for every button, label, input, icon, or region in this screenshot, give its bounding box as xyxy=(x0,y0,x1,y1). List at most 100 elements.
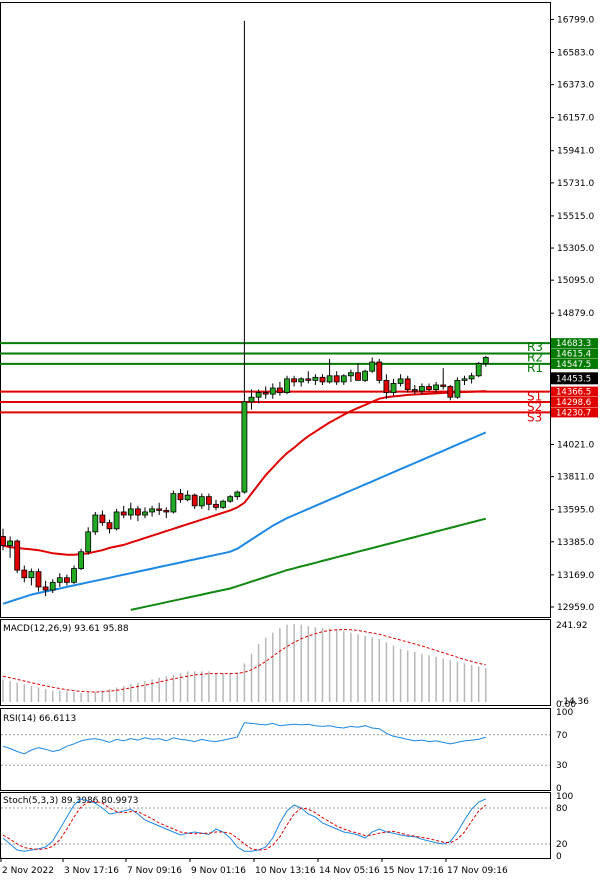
candle-body xyxy=(113,511,120,530)
candle xyxy=(241,20,248,494)
candle xyxy=(64,574,70,586)
candle xyxy=(461,375,468,385)
time-label: 7 Nov 09:16 xyxy=(127,866,182,876)
price-tick-label: 15515.0 xyxy=(557,212,594,222)
candle-body xyxy=(28,571,35,579)
price-tick-label: 15095.0 xyxy=(557,276,594,286)
candle-body xyxy=(426,386,432,390)
candle-body xyxy=(205,496,212,505)
candle-body xyxy=(433,384,440,390)
candle xyxy=(163,507,170,519)
candle xyxy=(227,495,234,503)
price-tick-label: 14879.0 xyxy=(557,309,594,319)
candle xyxy=(191,493,198,509)
rsi-panel[interactable]: RSI(14) 66.6113 100 70 30 0 xyxy=(0,708,574,794)
candle-body xyxy=(312,376,319,381)
candle xyxy=(475,362,482,378)
rsi-level-label: 0 xyxy=(556,784,562,794)
time-axis: 2 Nov 2022 3 Nov 17:16 7 Nov 09:16 9 Nov 01… xyxy=(0,858,508,876)
stoch-level-label: 100 xyxy=(556,792,573,802)
price-tick-label: 13169.0 xyxy=(557,571,594,581)
candle xyxy=(426,383,432,392)
candle xyxy=(276,381,283,396)
time-label: 10 Nov 13:16 xyxy=(255,866,316,876)
candle xyxy=(28,568,35,586)
price-panel[interactable]: 16799.0 16583.0 16373.0 16157.0 15941.0 15731… xyxy=(0,2,598,618)
candle xyxy=(49,579,56,594)
candle xyxy=(0,528,6,551)
candle-body xyxy=(142,511,148,516)
stoch-panel[interactable]: Stoch(5,3,3) 89.3986 80.9973 100 80 20 0 xyxy=(0,792,574,862)
candle xyxy=(134,505,141,522)
candle-body xyxy=(213,503,219,508)
candle-body xyxy=(475,363,482,377)
candle xyxy=(383,374,390,399)
candle-body xyxy=(92,514,99,533)
candle xyxy=(149,505,156,517)
stoch-levels: 100 80 20 0 xyxy=(1,792,573,862)
candle xyxy=(142,507,148,519)
time-label: 14 Nov 05:16 xyxy=(319,866,380,876)
candle xyxy=(113,508,120,531)
candle xyxy=(234,490,241,500)
price-tag-text-r3: 14683.3 xyxy=(556,339,591,349)
candle xyxy=(482,355,489,367)
candle-body xyxy=(35,571,42,588)
candle-body xyxy=(163,510,170,513)
candle-body xyxy=(71,568,77,583)
candle xyxy=(291,375,298,387)
level-label-r3: R3 xyxy=(527,340,543,354)
time-label: 3 Nov 17:16 xyxy=(64,866,119,876)
rsi-level-label: 100 xyxy=(556,708,573,718)
candle-body xyxy=(170,493,177,513)
rsi-panel-frame xyxy=(0,708,551,791)
time-label: 9 Nov 01:16 xyxy=(191,866,246,876)
candle xyxy=(355,363,361,381)
candle xyxy=(411,384,418,395)
stoch-d-path xyxy=(2,800,487,851)
candle xyxy=(284,375,290,395)
candle xyxy=(340,374,347,385)
level-label-s2: S2 xyxy=(527,400,542,414)
candle xyxy=(433,381,440,393)
time-label: 17 Nov 09:16 xyxy=(447,866,508,876)
candle-body xyxy=(404,378,411,390)
candle xyxy=(397,374,404,387)
macd-panel[interactable]: MACD(12,26,9) 93.61 95.88 241.92 0.00 -1… xyxy=(0,619,590,711)
candle-body xyxy=(248,396,255,403)
candle-body xyxy=(85,531,92,553)
candle-body xyxy=(7,540,13,547)
candle-body xyxy=(305,378,312,381)
candle xyxy=(447,384,454,401)
candle xyxy=(220,499,227,509)
candle-body xyxy=(276,387,283,394)
time-label: 15 Nov 17:16 xyxy=(383,866,444,876)
candle xyxy=(376,358,383,384)
price-tag-s1 xyxy=(551,386,598,397)
candle-body xyxy=(64,577,70,583)
candle xyxy=(170,490,177,514)
candle-body xyxy=(134,508,141,516)
candle xyxy=(7,536,13,558)
price-tick-label: 15731.0 xyxy=(557,179,594,189)
candle-body xyxy=(461,378,468,381)
candle-body xyxy=(255,392,262,398)
candle xyxy=(177,489,184,503)
candle xyxy=(213,499,219,511)
rsi-line xyxy=(2,722,486,755)
price-tick-label: 15305.0 xyxy=(557,244,594,254)
candle xyxy=(390,378,397,396)
candle xyxy=(21,565,28,583)
candle-body xyxy=(220,500,227,508)
level-label-s1: S1 xyxy=(527,390,542,404)
price-tick-label: 16583.0 xyxy=(557,49,594,59)
candle-body xyxy=(355,372,361,381)
candle xyxy=(305,371,312,384)
rsi-title: RSI(14) 66.6113 xyxy=(3,714,76,724)
macd-title: MACD(12,26,9) 93.61 95.88 xyxy=(3,624,129,634)
candle-body xyxy=(369,361,376,372)
stoch-k-path xyxy=(2,798,486,852)
candle-body xyxy=(411,389,418,392)
price-tick-label: 15941.0 xyxy=(557,147,594,157)
candle xyxy=(184,490,191,502)
